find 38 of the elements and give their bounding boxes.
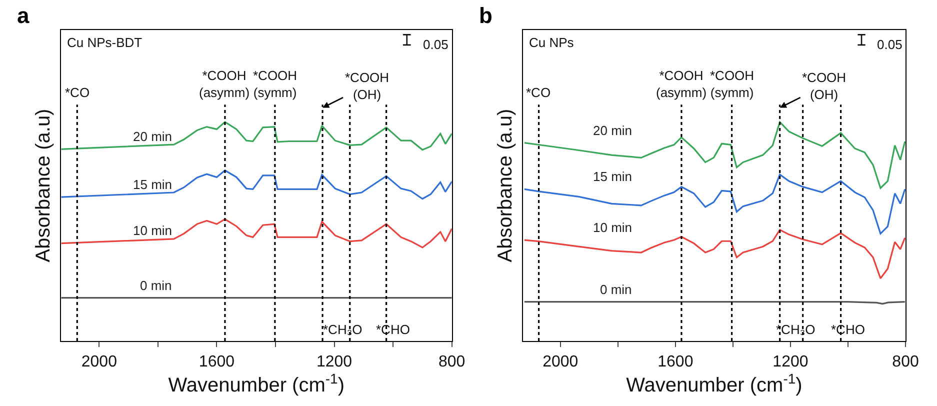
series-label: 15 min: [133, 177, 172, 192]
text: 0.05: [423, 37, 448, 52]
text: *COOH (symm): [710, 68, 754, 100]
x-tick-label: 800: [892, 353, 919, 370]
y-axis-title: Absorbance (a.u): [494, 108, 516, 262]
text: *COOH (OH): [802, 70, 846, 102]
series-label: 20 min: [593, 123, 632, 138]
series-label: 15 min: [593, 169, 632, 184]
x-tick-label: 1600: [198, 353, 235, 370]
chart-subtitle: Cu NPs: [529, 35, 574, 50]
y-axis-title: Absorbance (a.u): [32, 108, 54, 262]
x-axis-title: Wavenumber (cm$^{-1}$): [168, 370, 345, 397]
series-label: 10 min: [133, 223, 172, 238]
text: *COOH (asymm): [199, 68, 250, 100]
annotation: *CH₃O: [323, 322, 362, 337]
x-tick-label: 2000: [81, 353, 118, 370]
x-tick-label: 1600: [658, 353, 694, 370]
annotation: *CHO: [831, 322, 865, 337]
x-tick-label: 1200: [772, 353, 808, 370]
text: *CO: [65, 85, 90, 100]
annotation: *CH₃O: [776, 322, 816, 337]
annotation: *CHO: [376, 322, 410, 337]
series-label: 0 min: [140, 278, 172, 293]
text: *COOH (asymm): [656, 68, 707, 100]
text: 0.05: [877, 37, 902, 52]
series-label: 10 min: [593, 220, 632, 235]
chart-title: b: [479, 3, 492, 28]
text: *COOH (symm): [253, 68, 298, 100]
series-label: 0 min: [600, 282, 632, 297]
x-tick-label: 800: [438, 353, 466, 370]
text: *CO: [526, 85, 551, 100]
text: *COOH (OH): [345, 70, 390, 102]
chart-title: a: [17, 3, 30, 28]
chart-subtitle: Cu NPs-BDT: [67, 35, 142, 50]
x-tick-label: 1200: [316, 353, 352, 370]
x-axis-title: Wavenumber (cm$^{-1}$): [626, 370, 802, 397]
x-tick-label: 2000: [542, 353, 578, 370]
series-label: 20 min: [133, 129, 172, 144]
